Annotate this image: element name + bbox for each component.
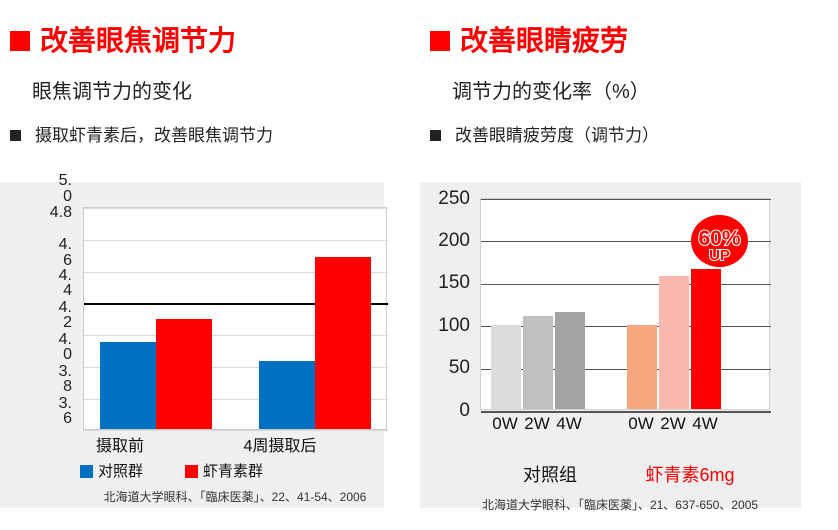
svg-text:UP: UP (709, 247, 730, 264)
